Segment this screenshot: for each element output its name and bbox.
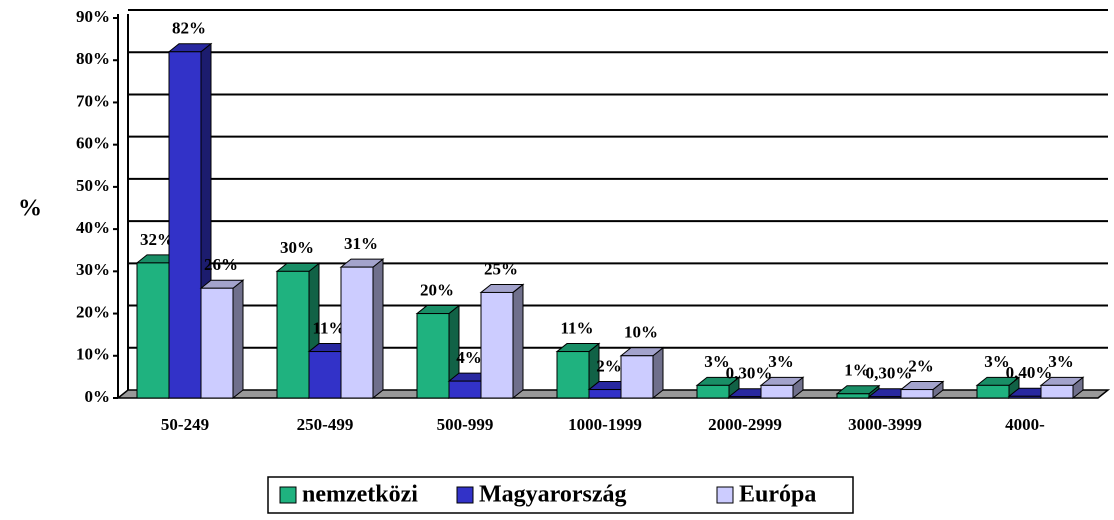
bar (136, 262, 170, 399)
x-tick-label: 4000- (1005, 415, 1045, 434)
bar-group (1039, 376, 1085, 400)
bar (836, 393, 870, 399)
legend-swatch (279, 486, 297, 504)
bar-group (695, 376, 741, 400)
bar (868, 396, 902, 399)
bar (200, 287, 234, 399)
bar-side (652, 346, 664, 400)
legend-label: Magyarország (479, 482, 627, 508)
value-label: 82% (172, 19, 206, 38)
bar (448, 380, 482, 399)
y-tick-label: 10% (76, 345, 110, 364)
bar-side (372, 258, 384, 400)
value-label: 30% (280, 238, 314, 257)
value-label: 0,40% (1006, 363, 1053, 382)
value-label: 0,30% (866, 364, 913, 383)
value-label: 32% (140, 230, 174, 249)
value-label: 26% (204, 255, 238, 274)
bar (1040, 384, 1074, 399)
bar-side (232, 279, 244, 400)
bar-side (512, 283, 524, 400)
bar (276, 270, 310, 399)
legend-box (267, 476, 854, 514)
bar-group (835, 384, 881, 400)
bar (308, 351, 342, 399)
value-label: 3% (768, 352, 794, 371)
x-tick-label: 1000-1999 (568, 415, 642, 434)
bar (760, 384, 794, 399)
value-label: 10% (624, 323, 658, 342)
bar-group (275, 262, 321, 400)
bar (696, 384, 730, 399)
y-tick-label: 80% (76, 49, 110, 68)
x-tick-label: 2000-2999 (708, 415, 782, 434)
value-label: 4% (456, 348, 482, 367)
y-tick-label: 90% (76, 7, 110, 26)
y-tick-label: 60% (76, 134, 110, 153)
bar-group (199, 279, 245, 400)
value-label: 11% (312, 318, 345, 337)
value-label: 20% (420, 280, 454, 299)
x-tick-label: 250-499 (297, 415, 354, 434)
legend-swatch (716, 486, 734, 504)
value-label: 3% (704, 352, 730, 371)
x-tick-label: 50-249 (161, 415, 209, 434)
y-tick-label: 50% (76, 176, 110, 195)
value-label: 3% (984, 352, 1010, 371)
bar (480, 291, 514, 399)
bar (588, 389, 622, 399)
y-tick-label: 20% (76, 302, 110, 321)
bar (1008, 395, 1042, 399)
y-tick-label: 70% (76, 91, 110, 110)
bar (556, 351, 590, 399)
y-axis-label: % (18, 196, 42, 222)
bar (620, 355, 654, 399)
value-label: 31% (344, 234, 378, 253)
value-label: 1% (844, 361, 870, 380)
legend-label: Európa (739, 482, 816, 508)
value-label: 0,30% (726, 364, 773, 383)
x-tick-label: 3000-3999 (848, 415, 922, 434)
bar (900, 389, 934, 399)
value-label: 2% (908, 356, 934, 375)
x-tick-label: 500-999 (437, 415, 494, 434)
value-label: 25% (484, 259, 518, 278)
bar (340, 266, 374, 399)
y-tick-label: 0% (85, 387, 111, 406)
bar (728, 396, 762, 399)
bar-group (975, 376, 1021, 400)
y-tick-label: 30% (76, 260, 110, 279)
bar (416, 313, 450, 399)
legend-swatch (456, 486, 474, 504)
value-label: 11% (560, 318, 593, 337)
bar-group (619, 346, 665, 400)
bar (976, 384, 1010, 399)
y-tick-label: 40% (76, 218, 110, 237)
bar-group (479, 283, 525, 400)
value-label: 3% (1048, 352, 1074, 371)
bar-group (339, 258, 385, 400)
bar-group (899, 380, 945, 400)
bar-group (759, 376, 805, 400)
value-label: 2% (596, 356, 622, 375)
legend-label: nemzetközi (302, 482, 418, 508)
bar (168, 51, 202, 399)
